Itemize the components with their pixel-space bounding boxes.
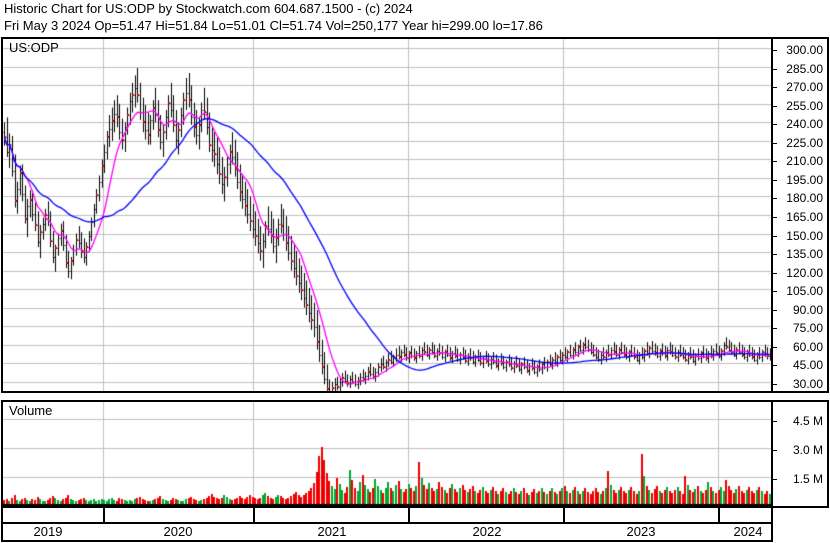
price-axis-tick (773, 106, 777, 107)
volume-axis-tick (773, 450, 777, 451)
price-axis-label: 210.00 (786, 154, 823, 169)
price-axis-tick (773, 161, 777, 162)
price-axis-label: 60.00 (792, 339, 823, 354)
x-axis-year-label: 2023 (626, 524, 656, 539)
price-axis-tick (773, 273, 777, 274)
x-axis-year-label: 2019 (33, 524, 63, 539)
price-axis-label: 30.00 (792, 376, 823, 391)
volume-axis-tick (773, 421, 777, 422)
x-axis-tick (408, 508, 410, 522)
price-axis-tick (773, 217, 777, 218)
price-axis-tick (773, 143, 777, 144)
price-axis-tick (773, 87, 777, 88)
price-axis-tick (773, 236, 777, 237)
volume-axis-label: 1.5 M (792, 472, 823, 487)
price-axis-label: 90.00 (792, 302, 823, 317)
price-chart-panel[interactable]: US:ODP (1, 37, 773, 393)
price-axis-tick (773, 254, 777, 255)
header-quote-line: Fri May 3 2024 Op=51.47 Hi=51.84 Lo=51.0… (4, 18, 543, 33)
volume-axis-tick (773, 479, 777, 480)
price-axis-tick (773, 180, 777, 181)
price-axis-label: 180.00 (786, 191, 823, 206)
x-axis-year-label: 2024 (733, 524, 763, 539)
price-axis-tick (773, 50, 777, 51)
price-axis-label: 270.00 (786, 80, 823, 95)
price-axis-label: 225.00 (786, 135, 823, 150)
price-axis-tick (773, 347, 777, 348)
price-axis-label: 105.00 (786, 284, 823, 299)
x-axis-tick (103, 508, 105, 522)
header-title-line: Historic Chart for US:ODP by Stockwatch.… (4, 1, 413, 16)
price-axis-label: 75.00 (792, 321, 823, 336)
price-axis-tick (773, 365, 777, 366)
price-axis-label: 120.00 (786, 265, 823, 280)
price-axis-label: 135.00 (786, 247, 823, 262)
price-axis-tick (773, 198, 777, 199)
price-axis-tick (773, 328, 777, 329)
price-axis-label: 285.00 (786, 61, 823, 76)
x-axis-tick (253, 508, 255, 522)
price-axis-tick (773, 291, 777, 292)
x-axis-panel: 2019 2020 2021 2022 2023 2024 (1, 508, 773, 542)
volume-chart-panel[interactable]: Volume (1, 400, 773, 508)
price-axis-label: 150.00 (786, 228, 823, 243)
x-axis-tick (718, 508, 720, 522)
x-axis-year-label: 2021 (317, 524, 347, 539)
price-axis-tick (773, 384, 777, 385)
price-axis-label: 195.00 (786, 172, 823, 187)
volume-axis-label: 4.5 M (792, 414, 823, 429)
price-axis-tick (773, 310, 777, 311)
price-axis-label: 240.00 (786, 117, 823, 132)
price-axis-label: 45.00 (792, 358, 823, 373)
price-axis-label: 300.00 (786, 43, 823, 58)
x-axis-year-label: 2022 (472, 524, 502, 539)
price-axis-tick (773, 69, 777, 70)
volume-plot-canvas[interactable] (3, 402, 771, 506)
x-axis-year-label: 2020 (163, 524, 193, 539)
x-axis-separator (3, 522, 771, 524)
volume-axis-label: 3.0 M (792, 443, 823, 458)
price-axis-label: 255.00 (786, 98, 823, 113)
price-axis-scale: 300.00 285.00 270.00 255.00 240.00 225.00 210.… (773, 37, 829, 393)
volume-axis-scale: 4.5 M 3.0 M 1.5 M (773, 400, 829, 508)
volume-panel-title: Volume (9, 403, 53, 418)
x-axis-tick (563, 508, 565, 522)
price-plot-canvas[interactable] (3, 39, 771, 391)
price-axis-tick (773, 124, 777, 125)
price-axis-label: 165.00 (786, 210, 823, 224)
chart-header: Historic Chart for US:ODP by Stockwatch.… (0, 0, 830, 34)
price-symbol-label: US:ODP (9, 40, 59, 55)
